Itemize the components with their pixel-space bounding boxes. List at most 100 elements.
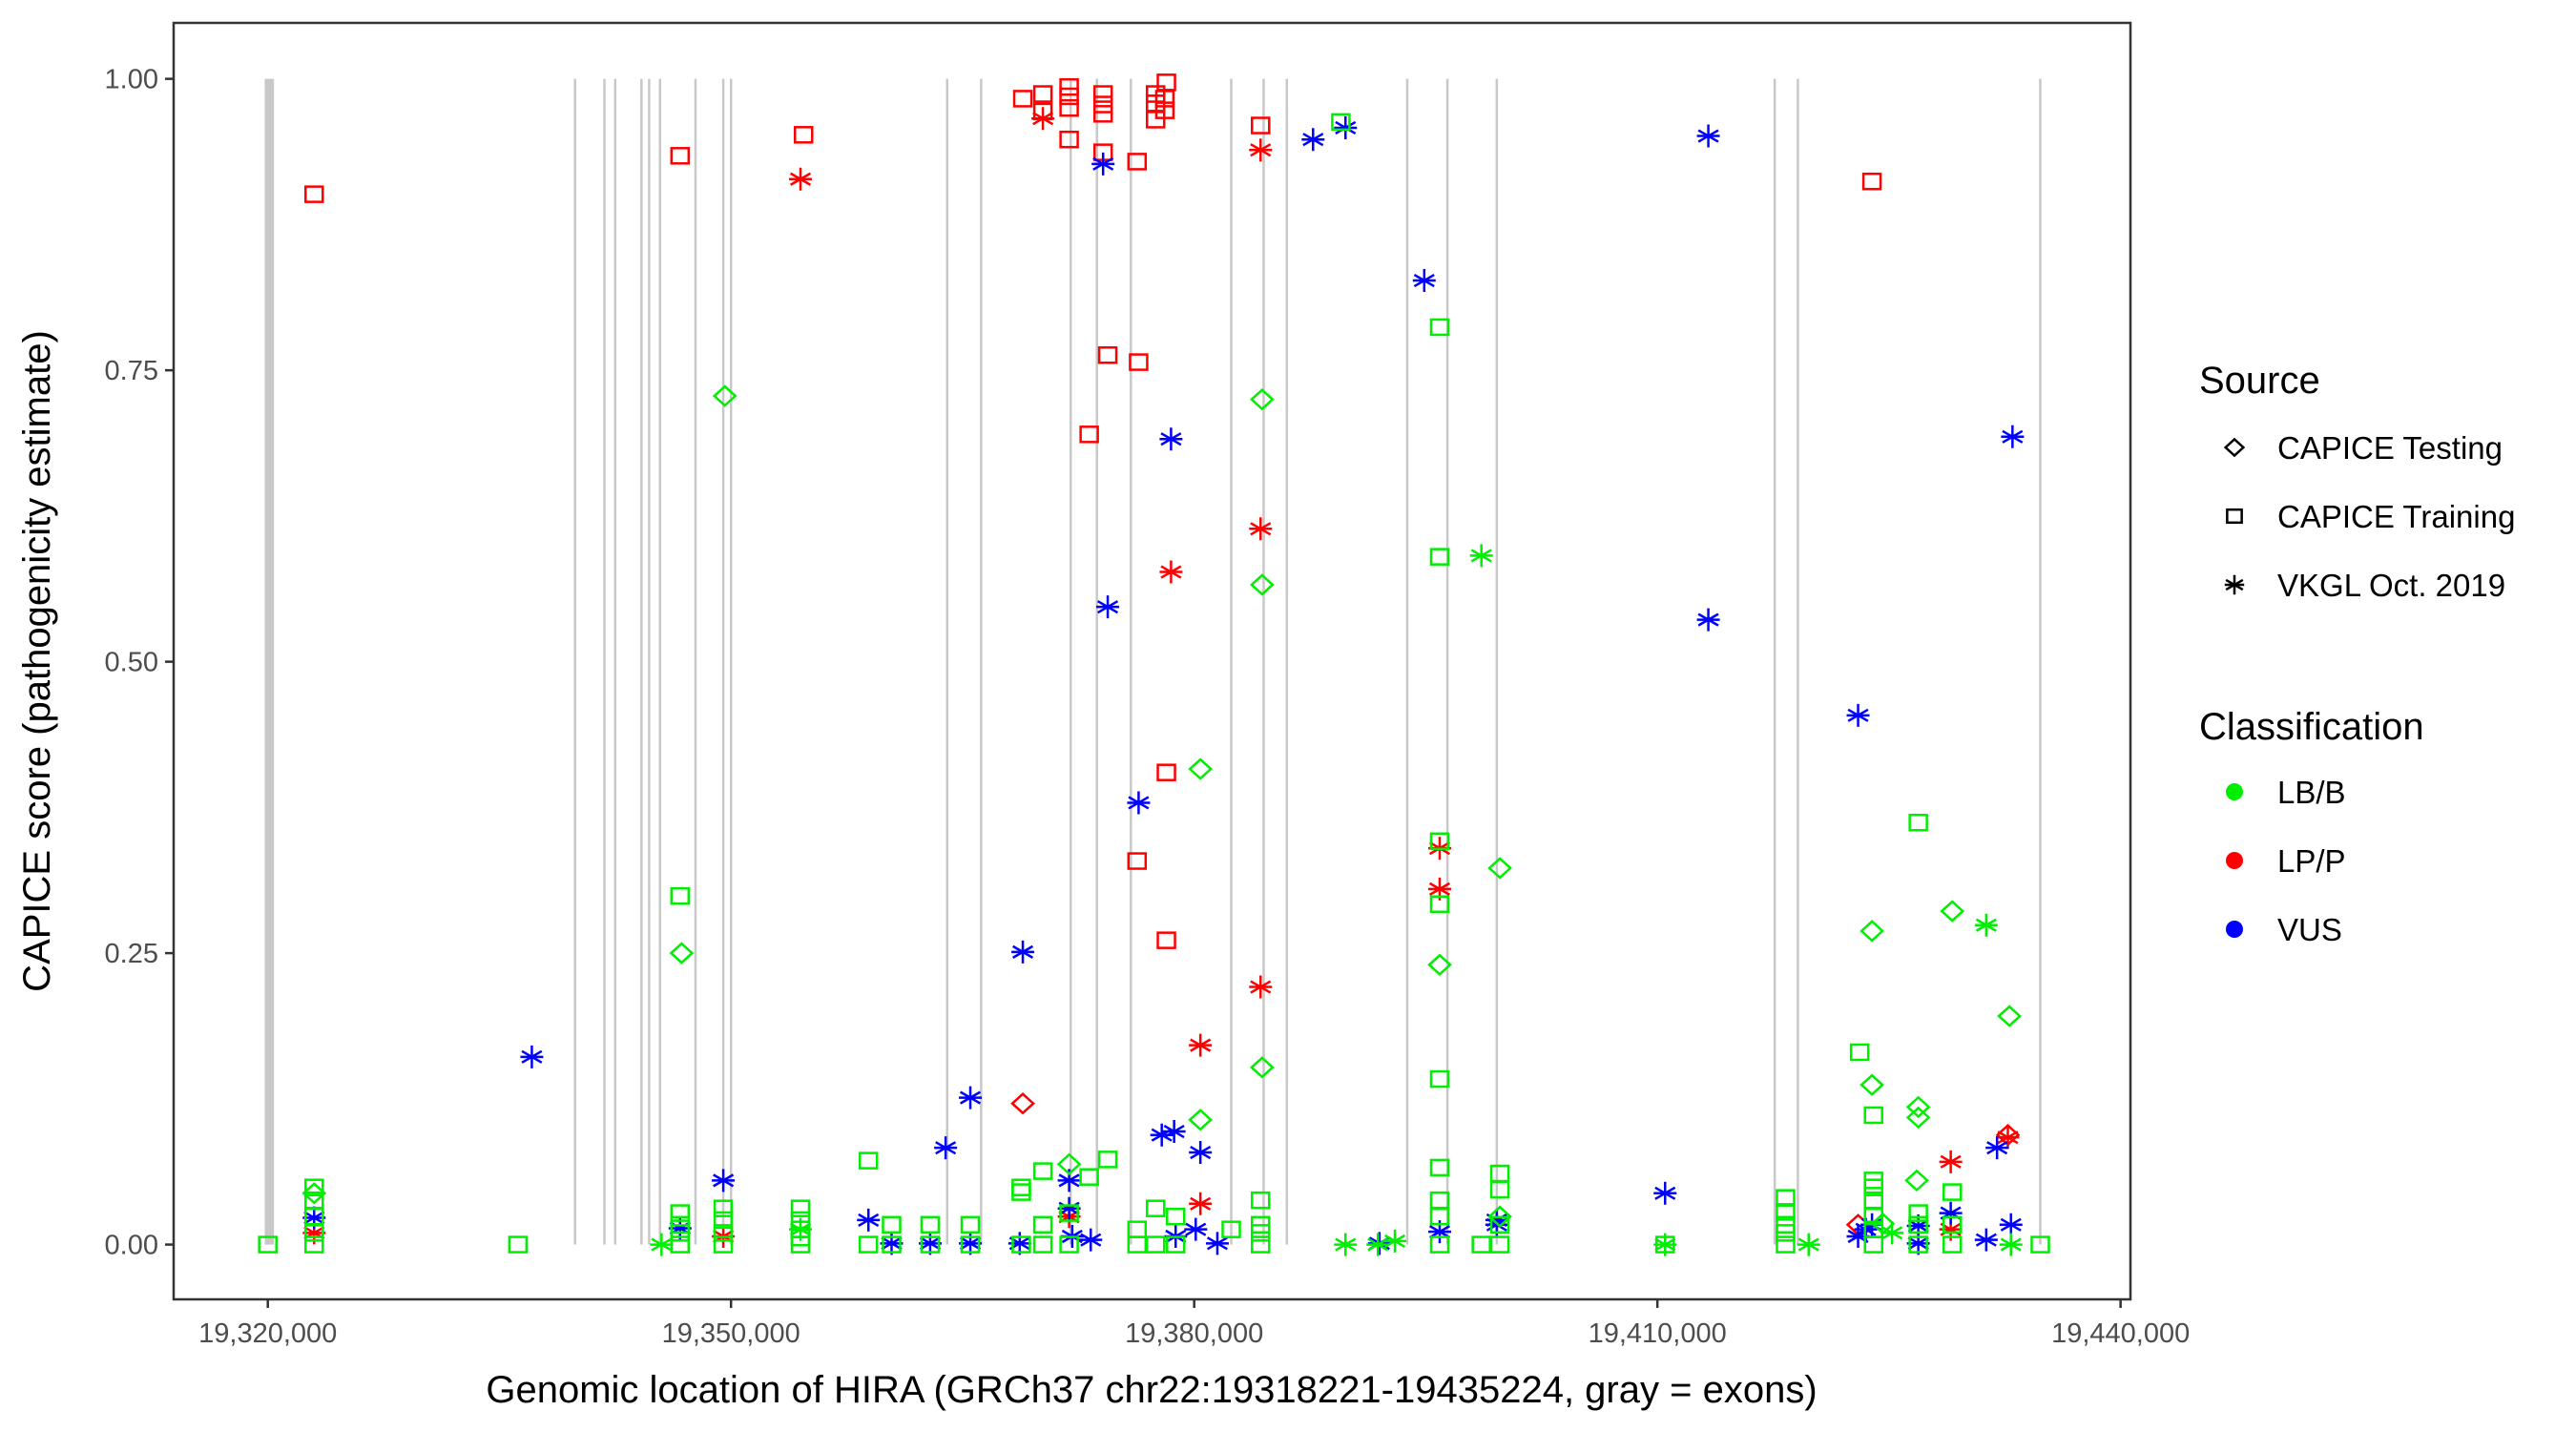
point-train-lbb xyxy=(1429,1158,1450,1177)
point-vkgl-lpp xyxy=(1249,975,1273,999)
point-vkgl-vus xyxy=(1091,152,1115,176)
point-test-lbb xyxy=(1940,900,1965,923)
exon-band xyxy=(613,78,617,1245)
point-test-lbb xyxy=(1188,1109,1214,1131)
point-train-lbb xyxy=(1097,1151,1118,1169)
exon-band xyxy=(648,78,651,1245)
y-axis-title: CAPICE score (pathogenicity estimate) xyxy=(16,330,58,992)
point-train-lbb xyxy=(1489,1235,1510,1254)
y-tick-label: 0.50 xyxy=(105,648,158,678)
x-tick-label: 19,440,000 xyxy=(2051,1318,2190,1349)
point-vkgl-vus xyxy=(668,1216,692,1240)
x-tick-label: 19,410,000 xyxy=(1589,1318,1727,1349)
exon-band xyxy=(729,78,733,1245)
point-vkgl-vus xyxy=(1412,269,1436,293)
point-train-lbb xyxy=(1032,1235,1053,1254)
exon-band xyxy=(1069,78,1072,1245)
point-train-lbb xyxy=(1145,1235,1166,1254)
point-train-lpp xyxy=(1127,153,1148,171)
x-tick-label: 19,320,000 xyxy=(198,1318,337,1349)
point-vkgl-vus xyxy=(1301,128,1325,152)
point-train-lbb xyxy=(1942,1183,1963,1201)
point-vkgl-vus xyxy=(1096,595,1120,619)
exon-band xyxy=(1445,78,1449,1245)
point-train-lbb xyxy=(1908,1235,1928,1254)
point-vkgl-vus xyxy=(918,1232,942,1255)
point-train-lpp xyxy=(1012,90,1033,108)
legend-square-icon xyxy=(2226,508,2243,525)
point-train-lpp xyxy=(304,185,324,203)
point-vkgl-vus xyxy=(959,1232,983,1255)
legend-class-label: VUS xyxy=(2277,912,2342,947)
point-train-lbb xyxy=(304,1178,324,1196)
point-train-lbb xyxy=(1489,1180,1510,1199)
point-test-lbb xyxy=(1859,1073,1884,1096)
point-train-lbb xyxy=(1059,1235,1079,1254)
exon-band xyxy=(1130,78,1132,1245)
point-vkgl-vus xyxy=(1906,1214,1930,1238)
point-train-lpp xyxy=(1059,98,1079,117)
point-vkgl-vus xyxy=(1653,1181,1677,1205)
y-tick-label: 0.00 xyxy=(105,1231,158,1261)
legend-source-title: Source xyxy=(2199,360,2320,402)
point-vkgl-vus xyxy=(1846,703,1870,727)
point-train-lbb xyxy=(1429,318,1450,337)
point-train-lbb xyxy=(670,1224,691,1242)
point-vkgl-lpp xyxy=(302,1221,326,1245)
point-train-lbb xyxy=(1863,1235,1883,1254)
point-train-lbb xyxy=(1863,1178,1883,1196)
point-train-lpp xyxy=(1154,90,1175,108)
exon-band xyxy=(980,78,983,1245)
point-vkgl-lpp xyxy=(1189,1192,1213,1215)
plot-panel-border xyxy=(172,21,2132,1301)
point-vkgl-vus xyxy=(1427,1220,1451,1244)
point-vkgl-lbb xyxy=(1653,1233,1677,1256)
point-train-lbb xyxy=(1776,1235,1796,1254)
exon-band xyxy=(721,78,725,1245)
point-train-lbb xyxy=(1251,1191,1271,1210)
point-vkgl-lpp xyxy=(1939,1150,1963,1173)
point-test-lbb xyxy=(669,942,695,964)
legend-source-label: VKGL Oct. 2019 xyxy=(2277,568,2505,603)
point-train-lbb xyxy=(1429,1207,1450,1226)
x-tick-label: 19,380,000 xyxy=(1125,1318,1263,1349)
point-train-lbb xyxy=(1849,1043,1870,1062)
point-vkgl-vus xyxy=(1162,1120,1186,1144)
exon-band xyxy=(1285,78,1289,1245)
point-vkgl-vus xyxy=(1079,1228,1103,1252)
point-vkgl-vus xyxy=(1057,1169,1081,1192)
legend-diamond-icon xyxy=(2223,437,2246,458)
point-test-lbb xyxy=(1904,1169,1929,1192)
legend-asterisk-icon xyxy=(2224,574,2245,595)
point-test-lpp xyxy=(1995,1124,2021,1147)
point-train-lpp xyxy=(1097,345,1118,364)
point-train-lpp xyxy=(1092,105,1113,123)
exon-band xyxy=(2039,78,2042,1245)
legend-dot-icon xyxy=(2226,852,2243,869)
point-train-lbb xyxy=(1429,1069,1450,1089)
exon-band xyxy=(573,78,577,1245)
point-train-lbb xyxy=(1471,1235,1491,1254)
point-vkgl-vus xyxy=(1057,1196,1081,1220)
exon-band xyxy=(1230,78,1233,1245)
point-train-lbb xyxy=(1145,1199,1166,1217)
point-vkgl-lpp xyxy=(1031,107,1055,131)
point-train-lbb xyxy=(920,1215,941,1234)
point-train-lbb xyxy=(1489,1164,1510,1183)
point-train-lbb xyxy=(508,1235,529,1254)
point-vkgl-vus xyxy=(1334,115,1358,139)
point-train-lpp xyxy=(1861,172,1882,191)
exon-band xyxy=(603,78,606,1245)
point-vkgl-vus xyxy=(1205,1232,1229,1255)
point-train-lbb xyxy=(1331,113,1351,132)
point-vkgl-vus xyxy=(1906,1232,1930,1255)
point-train-lpp xyxy=(670,147,691,165)
data-points xyxy=(258,73,2050,1256)
point-vkgl-vus xyxy=(1985,1136,2009,1160)
point-train-lpp xyxy=(1156,931,1176,949)
legend-source-label: CAPICE Training xyxy=(2277,499,2515,534)
point-train-lpp xyxy=(1092,85,1113,103)
exon-band xyxy=(1095,78,1098,1245)
point-vkgl-vus xyxy=(1127,791,1151,815)
point-vkgl-vus xyxy=(2001,425,2025,448)
